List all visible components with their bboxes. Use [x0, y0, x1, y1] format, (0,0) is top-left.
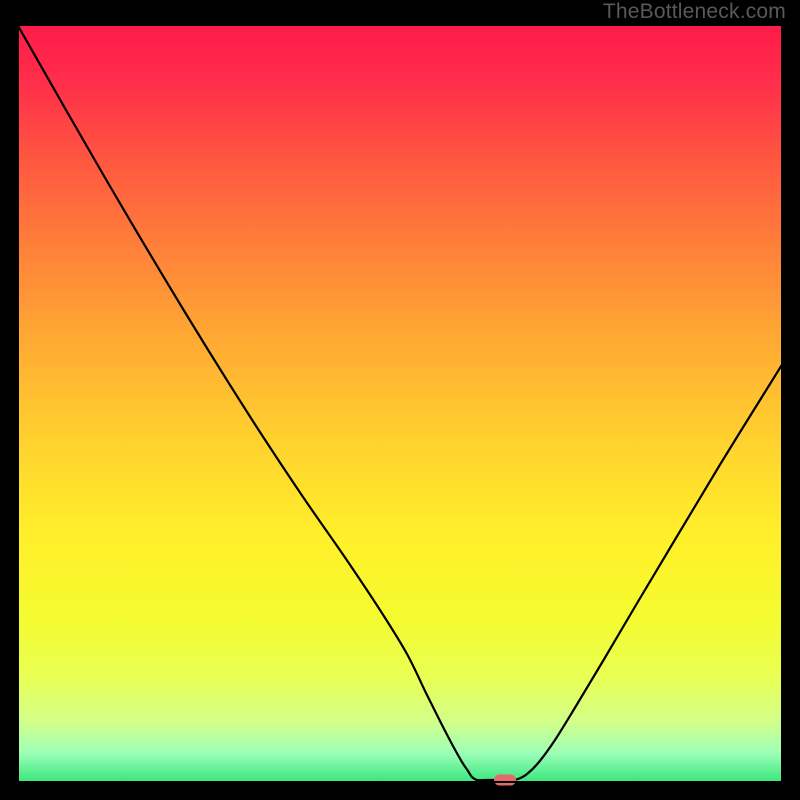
axis-right [781, 24, 783, 783]
plot-area [17, 24, 783, 783]
axis-left [17, 24, 19, 783]
axis-bottom [17, 781, 783, 783]
watermark-text: TheBottleneck.com [603, 0, 786, 24]
optimal-marker [494, 775, 516, 786]
axis-top [17, 24, 783, 26]
background-gradient [17, 24, 783, 783]
gradient-rect [17, 24, 783, 783]
